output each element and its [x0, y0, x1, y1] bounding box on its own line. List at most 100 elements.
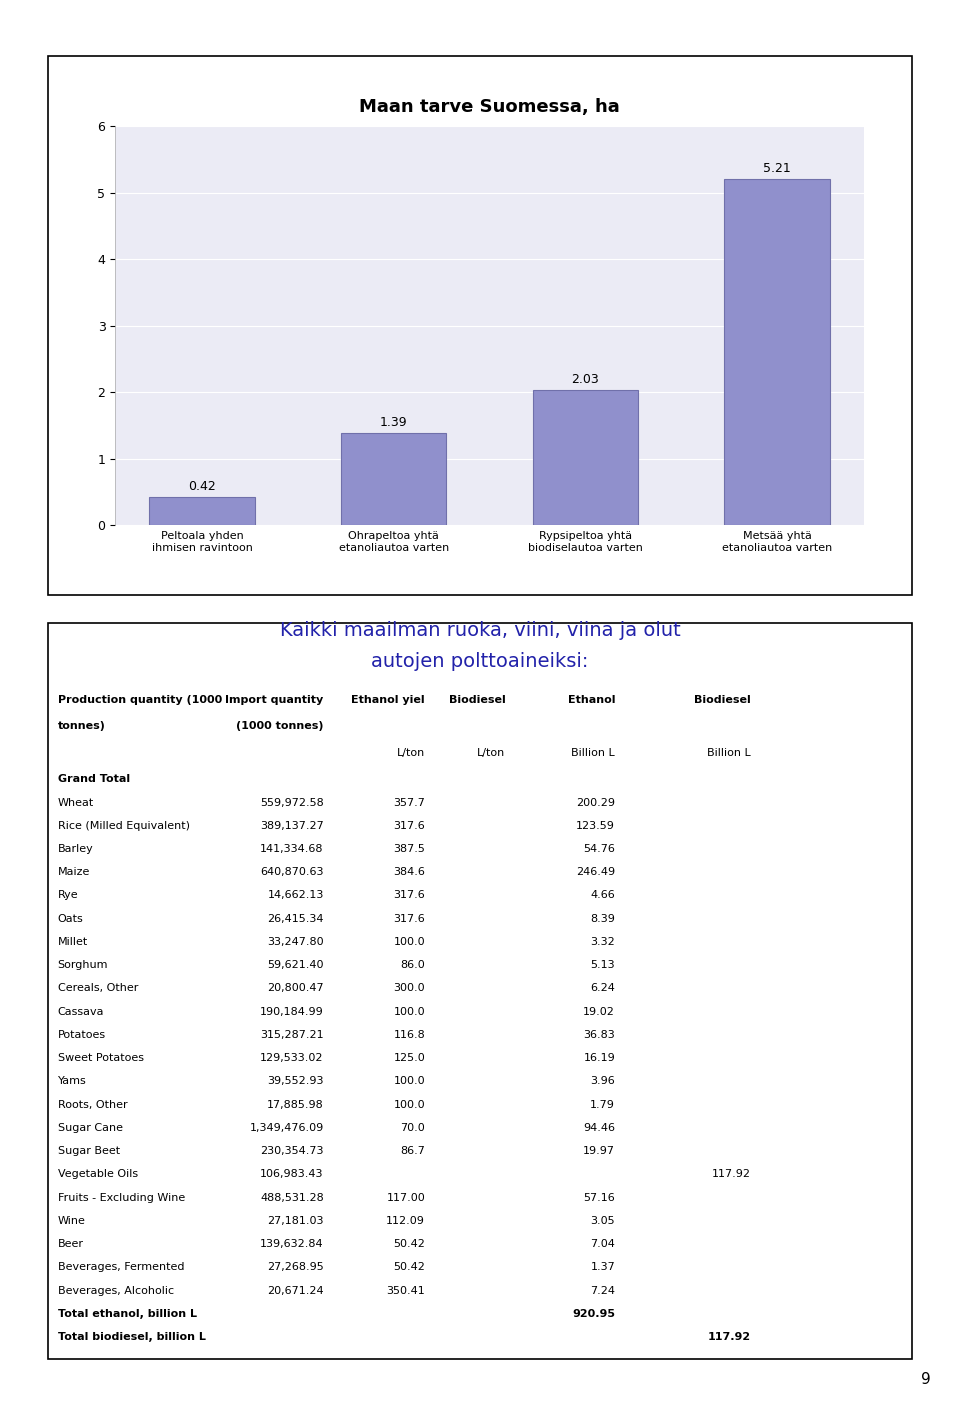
- Text: 389,137.27: 389,137.27: [260, 821, 324, 831]
- Text: 100.0: 100.0: [394, 937, 425, 947]
- Text: 70.0: 70.0: [400, 1122, 425, 1133]
- Text: 5.13: 5.13: [590, 960, 615, 971]
- Text: Import quantity: Import quantity: [226, 695, 324, 705]
- Text: Grand Total: Grand Total: [58, 775, 130, 785]
- Text: 50.42: 50.42: [394, 1238, 425, 1250]
- Text: 920.95: 920.95: [572, 1309, 615, 1318]
- Text: 100.0: 100.0: [394, 1100, 425, 1110]
- Text: 117.92: 117.92: [711, 1170, 751, 1180]
- Text: 14,662.13: 14,662.13: [267, 891, 324, 901]
- Text: Production quantity (1000: Production quantity (1000: [58, 695, 222, 705]
- Text: 350.41: 350.41: [386, 1286, 425, 1296]
- Text: 125.0: 125.0: [394, 1054, 425, 1063]
- Text: 106,983.43: 106,983.43: [260, 1170, 324, 1180]
- Text: 3.05: 3.05: [590, 1216, 615, 1226]
- Text: 317.6: 317.6: [394, 821, 425, 831]
- Text: 117.00: 117.00: [386, 1192, 425, 1202]
- Text: 57.16: 57.16: [584, 1192, 615, 1202]
- Text: 100.0: 100.0: [394, 1007, 425, 1017]
- Text: Sugar Beet: Sugar Beet: [58, 1146, 120, 1156]
- Text: Ethanol yiel: Ethanol yiel: [351, 695, 425, 705]
- Text: Beverages, Fermented: Beverages, Fermented: [58, 1262, 184, 1272]
- Text: Sorghum: Sorghum: [58, 960, 108, 971]
- Text: 230,354.73: 230,354.73: [260, 1146, 324, 1156]
- Text: Wine: Wine: [58, 1216, 85, 1226]
- Text: 129,533.02: 129,533.02: [260, 1054, 324, 1063]
- Text: 16.19: 16.19: [584, 1054, 615, 1063]
- Text: Fruits - Excluding Wine: Fruits - Excluding Wine: [58, 1192, 185, 1202]
- Text: 117.92: 117.92: [708, 1332, 751, 1342]
- Bar: [149, 497, 254, 525]
- Text: 139,632.84: 139,632.84: [260, 1238, 324, 1250]
- Bar: [725, 179, 830, 525]
- Text: 1.39: 1.39: [380, 416, 408, 429]
- Text: Cassava: Cassava: [58, 1007, 104, 1017]
- Text: Billion L: Billion L: [571, 748, 615, 758]
- Text: Roots, Other: Roots, Other: [58, 1100, 128, 1110]
- Text: 116.8: 116.8: [394, 1030, 425, 1040]
- Text: Wheat: Wheat: [58, 797, 94, 807]
- Text: 86.7: 86.7: [400, 1146, 425, 1156]
- Text: L/ton: L/ton: [477, 748, 505, 758]
- Text: autojen polttoaineiksi:: autojen polttoaineiksi:: [372, 651, 588, 671]
- Text: 3.96: 3.96: [590, 1076, 615, 1086]
- Text: 200.29: 200.29: [576, 797, 615, 807]
- Title: Maan tarve Suomessa, ha: Maan tarve Suomessa, ha: [359, 98, 620, 116]
- Text: Total biodiesel, billion L: Total biodiesel, billion L: [58, 1332, 205, 1342]
- Text: 54.76: 54.76: [584, 843, 615, 855]
- Text: 5.21: 5.21: [763, 161, 791, 175]
- Text: 640,870.63: 640,870.63: [260, 867, 324, 877]
- Text: 7.24: 7.24: [590, 1286, 615, 1296]
- Text: Beer: Beer: [58, 1238, 84, 1250]
- Bar: [533, 391, 638, 525]
- Text: 27,181.03: 27,181.03: [267, 1216, 324, 1226]
- Text: 33,247.80: 33,247.80: [267, 937, 324, 947]
- Text: 488,531.28: 488,531.28: [260, 1192, 324, 1202]
- Text: 246.49: 246.49: [576, 867, 615, 877]
- Text: 4.66: 4.66: [590, 891, 615, 901]
- Text: Oats: Oats: [58, 913, 84, 923]
- Text: 1,349,476.09: 1,349,476.09: [250, 1122, 324, 1133]
- Text: 6.24: 6.24: [590, 984, 615, 993]
- Text: 112.09: 112.09: [386, 1216, 425, 1226]
- Text: Rye: Rye: [58, 891, 78, 901]
- Text: Sugar Cane: Sugar Cane: [58, 1122, 123, 1133]
- Text: 59,621.40: 59,621.40: [267, 960, 324, 971]
- Text: 317.6: 317.6: [394, 913, 425, 923]
- Text: 387.5: 387.5: [394, 843, 425, 855]
- Text: Billion L: Billion L: [707, 748, 751, 758]
- Text: (1000 tonnes): (1000 tonnes): [236, 722, 324, 731]
- Text: 384.6: 384.6: [394, 867, 425, 877]
- Text: Sweet Potatoes: Sweet Potatoes: [58, 1054, 144, 1063]
- Text: 559,972.58: 559,972.58: [260, 797, 324, 807]
- Text: 123.59: 123.59: [576, 821, 615, 831]
- Text: 20,671.24: 20,671.24: [267, 1286, 324, 1296]
- Text: Total ethanol, billion L: Total ethanol, billion L: [58, 1309, 197, 1318]
- Text: 27,268.95: 27,268.95: [267, 1262, 324, 1272]
- Text: 2.03: 2.03: [571, 373, 599, 387]
- Text: 190,184.99: 190,184.99: [260, 1007, 324, 1017]
- Text: 50.42: 50.42: [394, 1262, 425, 1272]
- Bar: [341, 433, 446, 525]
- Text: 1.79: 1.79: [590, 1100, 615, 1110]
- Text: Maize: Maize: [58, 867, 90, 877]
- Text: 141,334.68: 141,334.68: [260, 843, 324, 855]
- Text: 315,287.21: 315,287.21: [260, 1030, 324, 1040]
- Text: 17,885.98: 17,885.98: [267, 1100, 324, 1110]
- Text: 300.0: 300.0: [394, 984, 425, 993]
- Text: Beverages, Alcoholic: Beverages, Alcoholic: [58, 1286, 174, 1296]
- Text: 26,415.34: 26,415.34: [267, 913, 324, 923]
- Text: 100.0: 100.0: [394, 1076, 425, 1086]
- Text: 19.97: 19.97: [583, 1146, 615, 1156]
- Text: Yams: Yams: [58, 1076, 86, 1086]
- Text: Vegetable Oils: Vegetable Oils: [58, 1170, 137, 1180]
- Text: Potatoes: Potatoes: [58, 1030, 106, 1040]
- Text: 7.04: 7.04: [590, 1238, 615, 1250]
- Text: 20,800.47: 20,800.47: [267, 984, 324, 993]
- Text: Biodiesel: Biodiesel: [448, 695, 505, 705]
- Text: Ethanol: Ethanol: [567, 695, 615, 705]
- Text: 94.46: 94.46: [583, 1122, 615, 1133]
- Text: Millet: Millet: [58, 937, 88, 947]
- Text: 357.7: 357.7: [394, 797, 425, 807]
- Text: Cereals, Other: Cereals, Other: [58, 984, 138, 993]
